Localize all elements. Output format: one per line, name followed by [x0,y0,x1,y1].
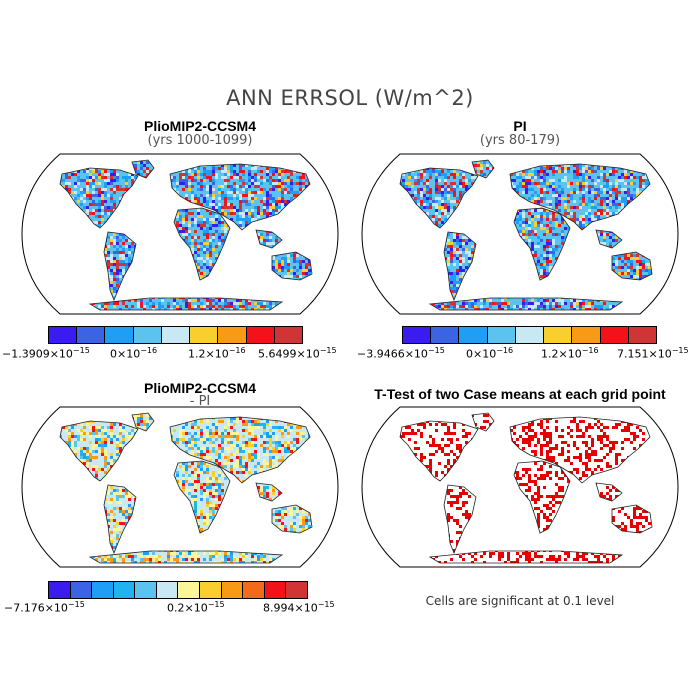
panel3-label-max: 8.994×10−15 [263,600,335,615]
colorbar-swatch [243,582,265,598]
panel4-map [361,406,679,568]
coastline [509,163,651,231]
colorbar-swatch [403,327,432,343]
colorbar-swatch [544,327,573,343]
coastline [513,207,571,281]
colorbar-swatch [49,327,78,343]
colorbar-swatch [70,582,93,598]
panel4-title: T-Test of two Case means at each grid po… [374,386,666,402]
coastline [131,412,155,432]
colorbar-swatch [274,327,302,343]
figure-title: ANN ERRSOL (W/m^2) [226,86,474,110]
coastline [271,251,313,281]
colorbar-swatch [133,327,162,343]
map-land-field [60,160,312,310]
coastline [103,231,137,302]
panel2-title: PI [513,118,527,134]
colorbar-swatch [459,327,488,343]
colorbar-swatch [628,327,656,343]
coastline [443,484,477,555]
panel2-subtitle: (yrs 80-179) [479,133,561,148]
projection-outline [21,406,339,568]
colorbar-swatch [200,582,222,598]
panel3-label-mid: 0.2×10−15 [167,600,225,615]
coastline [513,460,571,534]
colorbar-swatch [156,582,179,598]
coastline [399,167,479,229]
panel1-label-max: 5.6499×10−15 [258,346,337,361]
map-land-field [60,413,312,563]
coastline [399,420,479,482]
coastline [471,159,495,179]
coastline [169,416,311,484]
map-land-field [400,413,652,563]
coastline [611,504,653,534]
coastline [428,297,624,311]
coastline [443,231,477,302]
coastline [428,550,624,564]
panel2-label-zero: 0×10−16 [466,346,514,361]
coastline [271,504,313,534]
colorbar-swatch [246,327,275,343]
panel1-label-zero: 0×10−16 [110,346,158,361]
colorbar-swatch [190,327,219,343]
colorbar-swatch [572,327,601,343]
coastline [103,484,137,555]
panel1-title: PlioMIP2-CCSM4 [143,118,256,134]
coastline [169,163,311,231]
panel3-map [21,406,339,568]
panel1-map [21,153,339,315]
coastline [173,207,231,281]
projection-outline [21,153,339,315]
colorbar-swatch [515,327,545,343]
panel2-label-min: −3.9466×10−15 [357,346,445,361]
coastline [509,416,651,484]
colorbar-swatch [218,327,247,343]
panel2-label-max: 7.151×10−15 [617,346,689,361]
colorbar-swatch [161,327,191,343]
panel2-map [361,153,679,315]
panel2-colorbar [402,326,657,344]
coastline [59,420,139,482]
colorbar-swatch [286,582,307,598]
colorbar-swatch [135,582,157,598]
colorbar-swatch [105,327,134,343]
projection-outline [361,153,679,315]
panel3-label-min: −7.176×10−15 [4,600,85,615]
coastline [88,550,284,564]
colorbar-swatch [178,582,201,598]
coastline [255,482,283,502]
panel1-label-min: −1.3909×10−15 [2,346,90,361]
map-land-field [400,160,652,310]
colorbar-swatch [221,582,244,598]
colorbar-swatch [77,327,106,343]
panel2-label-mid: 1.2×10−16 [541,346,599,361]
coastline [611,251,653,281]
panel3-subtitle: - PI [189,394,211,409]
coastline [131,159,155,179]
coastline [173,460,231,534]
coastline [59,167,139,229]
colorbar-swatch [92,582,114,598]
colorbar-swatch [431,327,460,343]
colorbar-swatch [113,582,136,598]
coastline [595,482,623,502]
projection-outline [361,406,679,568]
panel4-note: Cells are significant at 0.1 level [425,594,615,608]
colorbar-swatch [49,582,71,598]
panel1-label-mid: 1.2×10−16 [188,346,246,361]
coastline [471,412,495,432]
panel3-colorbar [48,581,308,599]
colorbar-swatch [264,582,287,598]
panel1-subtitle: (yrs 1000-1099) [147,133,253,148]
colorbar-swatch [487,327,516,343]
coastline [595,229,623,249]
colorbar-swatch [600,327,629,343]
coastline [88,297,284,311]
coastline [255,229,283,249]
panel3-title: PlioMIP2-CCSM4 [143,380,256,396]
panel1-colorbar [48,326,303,344]
